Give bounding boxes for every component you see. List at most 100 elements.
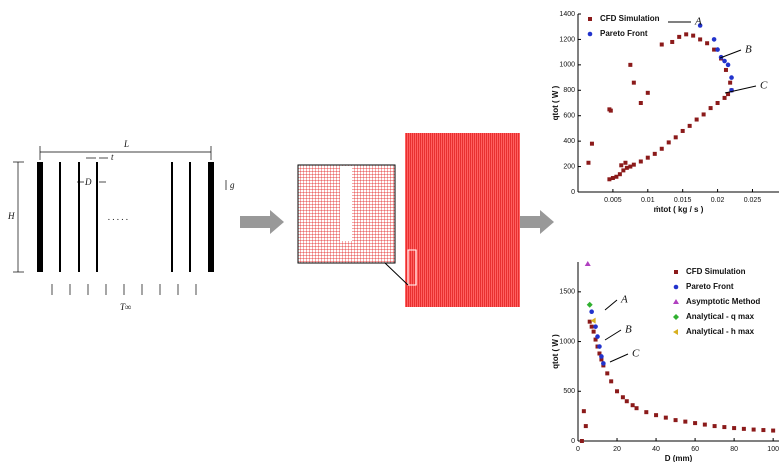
point <box>732 426 736 430</box>
point <box>646 156 650 160</box>
point <box>722 59 727 64</box>
point <box>723 96 727 100</box>
point <box>693 421 697 425</box>
point <box>702 112 706 116</box>
point <box>631 403 635 407</box>
point <box>644 410 648 414</box>
point <box>639 101 643 105</box>
point <box>729 75 734 80</box>
point <box>771 429 775 433</box>
point <box>625 399 629 403</box>
legend-marker <box>588 17 592 21</box>
point <box>653 152 657 156</box>
y-tick-label: 800 <box>563 87 575 94</box>
figure: L t D H g . . . . . T∞ 02004006008001000… <box>0 0 779 462</box>
x-tick-label: 80 <box>730 446 738 453</box>
annotation: B <box>625 324 632 336</box>
mesh-domain <box>405 133 520 307</box>
point <box>698 37 702 41</box>
point <box>625 166 629 170</box>
point <box>586 161 590 165</box>
point <box>593 324 598 329</box>
point <box>674 418 678 422</box>
point <box>695 118 699 122</box>
legend-marker <box>673 329 678 335</box>
label-g: g <box>230 180 235 190</box>
y-tick-label: 1400 <box>559 11 575 18</box>
x-tick-label: 0.02 <box>711 197 725 204</box>
y-tick-label: 0 <box>571 189 575 196</box>
point <box>681 129 685 133</box>
legend-marker <box>673 299 679 304</box>
arrow <box>240 210 284 234</box>
schematic: L t D H g . . . . . T∞ <box>7 139 235 312</box>
point <box>722 425 726 429</box>
annotation-arrow <box>605 300 617 310</box>
point <box>582 409 586 413</box>
x-axis-label: ṁtot ( kg / s ) <box>654 205 704 214</box>
point <box>619 163 623 167</box>
point <box>584 424 588 428</box>
point <box>703 423 707 427</box>
x-tick-label: 0.01 <box>641 197 655 204</box>
point <box>621 168 625 172</box>
point <box>761 428 765 432</box>
legend-label: Asymptotic Method <box>686 297 760 306</box>
x-tick-label: 0.015 <box>674 197 692 204</box>
point <box>713 424 717 428</box>
x-tick-label: 20 <box>613 446 621 453</box>
annotation: C <box>760 80 768 92</box>
point <box>597 344 602 349</box>
point <box>609 109 613 113</box>
point <box>709 106 713 110</box>
point <box>607 177 611 181</box>
y-tick-label: 1200 <box>559 36 575 43</box>
plate-gap <box>340 166 352 241</box>
point <box>632 163 636 167</box>
point <box>660 147 664 151</box>
label-D: D <box>84 177 92 187</box>
point <box>588 320 592 324</box>
y-axis-label: qtot ( W ) <box>551 85 560 120</box>
point <box>726 63 731 68</box>
point <box>716 101 720 105</box>
legend-label: Analytical - q max <box>686 312 755 321</box>
point <box>639 159 643 163</box>
point <box>614 175 618 179</box>
point <box>587 302 593 308</box>
y-tick-label: 600 <box>563 113 575 120</box>
annotation: A <box>620 294 628 306</box>
point <box>623 161 627 165</box>
legend-marker <box>674 270 678 274</box>
label-L: L <box>123 139 129 149</box>
point <box>664 416 668 420</box>
point <box>605 371 609 375</box>
point <box>628 165 632 169</box>
annotation-arrow <box>605 330 621 340</box>
point <box>674 135 678 139</box>
y-tick-label: 1000 <box>559 62 575 69</box>
point <box>599 354 604 359</box>
point <box>580 439 584 443</box>
point <box>705 41 709 45</box>
outer-plate <box>37 162 43 272</box>
y-tick-label: 500 <box>563 388 575 395</box>
outer-plate <box>208 162 214 272</box>
point <box>667 140 671 144</box>
point <box>632 81 636 85</box>
x-tick-label: 0 <box>576 446 580 453</box>
point <box>621 395 625 399</box>
label-Tinf: T∞ <box>120 302 131 312</box>
point <box>601 361 606 366</box>
x-tick-label: 0.005 <box>604 197 622 204</box>
point <box>654 413 658 417</box>
legend-label: CFD Simulation <box>686 267 746 276</box>
annotation: A <box>694 16 702 28</box>
point <box>660 43 664 47</box>
annotation-arrow <box>720 50 741 58</box>
point <box>683 420 687 424</box>
legend-label: CFD Simulation <box>600 14 660 23</box>
x-axis-label: D (mm) <box>665 454 693 462</box>
point <box>589 309 594 314</box>
point <box>595 334 600 339</box>
